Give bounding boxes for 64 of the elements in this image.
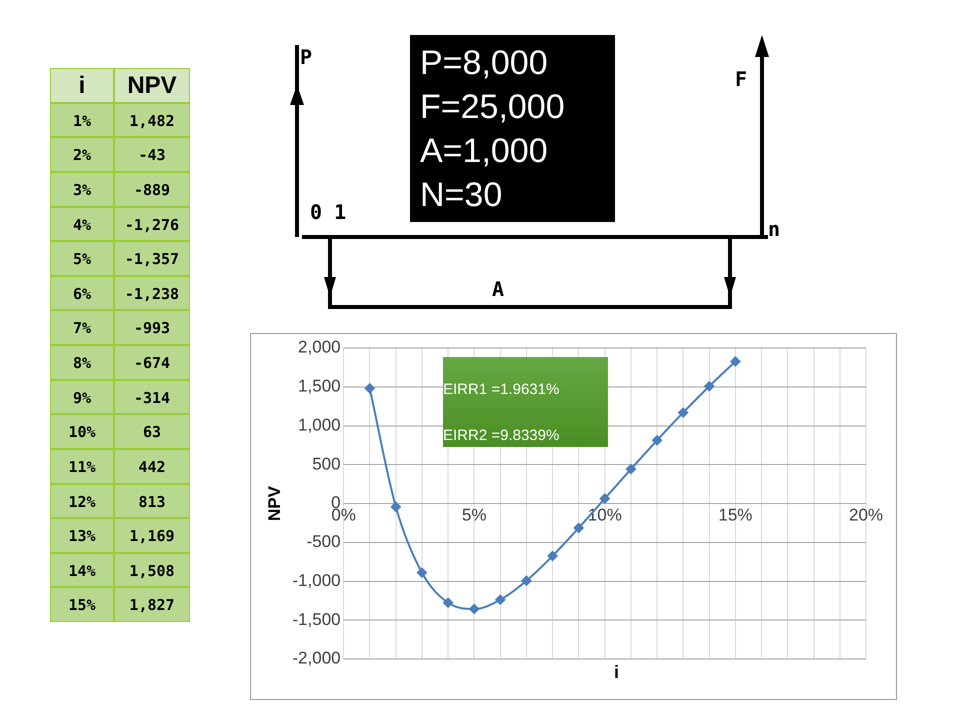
text: 4% (72, 216, 92, 234)
point (390, 502, 401, 512)
text: 1% (72, 112, 92, 130)
x-tick-label: 15% (718, 505, 752, 524)
point (416, 568, 427, 578)
text: -674 (134, 354, 170, 372)
text: 1,169 (129, 527, 175, 546)
point (652, 435, 662, 446)
x-tick-label: 5% (462, 505, 486, 524)
text: NPV (127, 72, 177, 99)
text: 813 (138, 492, 166, 510)
text: -1,238 (124, 284, 180, 303)
x-tick-label: 10% (588, 505, 622, 524)
y-tick-label: -2,000 (292, 648, 341, 668)
text: 8% (72, 354, 92, 372)
y-tick-label: 2,000 (298, 338, 341, 357)
y-tick-label: 1,000 (298, 415, 341, 434)
x-axis-title: i (614, 662, 620, 683)
point (495, 594, 506, 605)
text: -1,357 (124, 250, 180, 268)
text: 12% (68, 492, 96, 510)
text: 14% (68, 562, 96, 580)
point (626, 464, 636, 474)
annotation: EIRR1 =1.9631% (443, 381, 560, 398)
text: 1,827 (129, 596, 175, 614)
text: 6% (72, 284, 92, 303)
y-tick-label: -500 (306, 532, 341, 552)
text: 9% (72, 388, 92, 407)
text: 2% (72, 146, 92, 164)
text: -43 (138, 146, 166, 164)
y-axis-title: NPV (264, 485, 284, 521)
text: 10% (68, 423, 96, 442)
point (521, 576, 532, 586)
text: -1,276 (124, 216, 180, 234)
text: 13% (68, 527, 96, 546)
point (678, 408, 688, 418)
point (704, 381, 714, 392)
point (548, 550, 558, 561)
text: 3% (72, 180, 92, 199)
y-tick-label: 500 (312, 454, 341, 474)
text: 5% (72, 250, 92, 268)
text-box: EIRR1 =1.9631% EIRR2 =9.8339% (443, 357, 608, 447)
point (469, 604, 480, 614)
text: 63 (142, 423, 162, 442)
y-tick-label: -1,000 (292, 570, 341, 590)
text: 1,482 (129, 112, 175, 130)
text: -314 (134, 388, 170, 407)
text: 15% (68, 596, 96, 614)
text: 442 (138, 458, 166, 476)
y-tick-label: 1,500 (298, 376, 341, 396)
text: 11% (68, 458, 96, 476)
text: 1,508 (129, 562, 175, 580)
point (600, 494, 610, 504)
point (364, 383, 375, 394)
point (443, 598, 454, 608)
point (574, 522, 584, 533)
text: -889 (134, 180, 170, 199)
text: -993 (134, 319, 170, 338)
text: i (78, 72, 86, 99)
text: 7% (72, 319, 92, 338)
annotation: EIRR2 =9.8339% (443, 427, 560, 444)
y-tick-label: -1,500 (292, 610, 341, 629)
x-tick-label: 20% (848, 505, 884, 524)
point (730, 356, 740, 366)
